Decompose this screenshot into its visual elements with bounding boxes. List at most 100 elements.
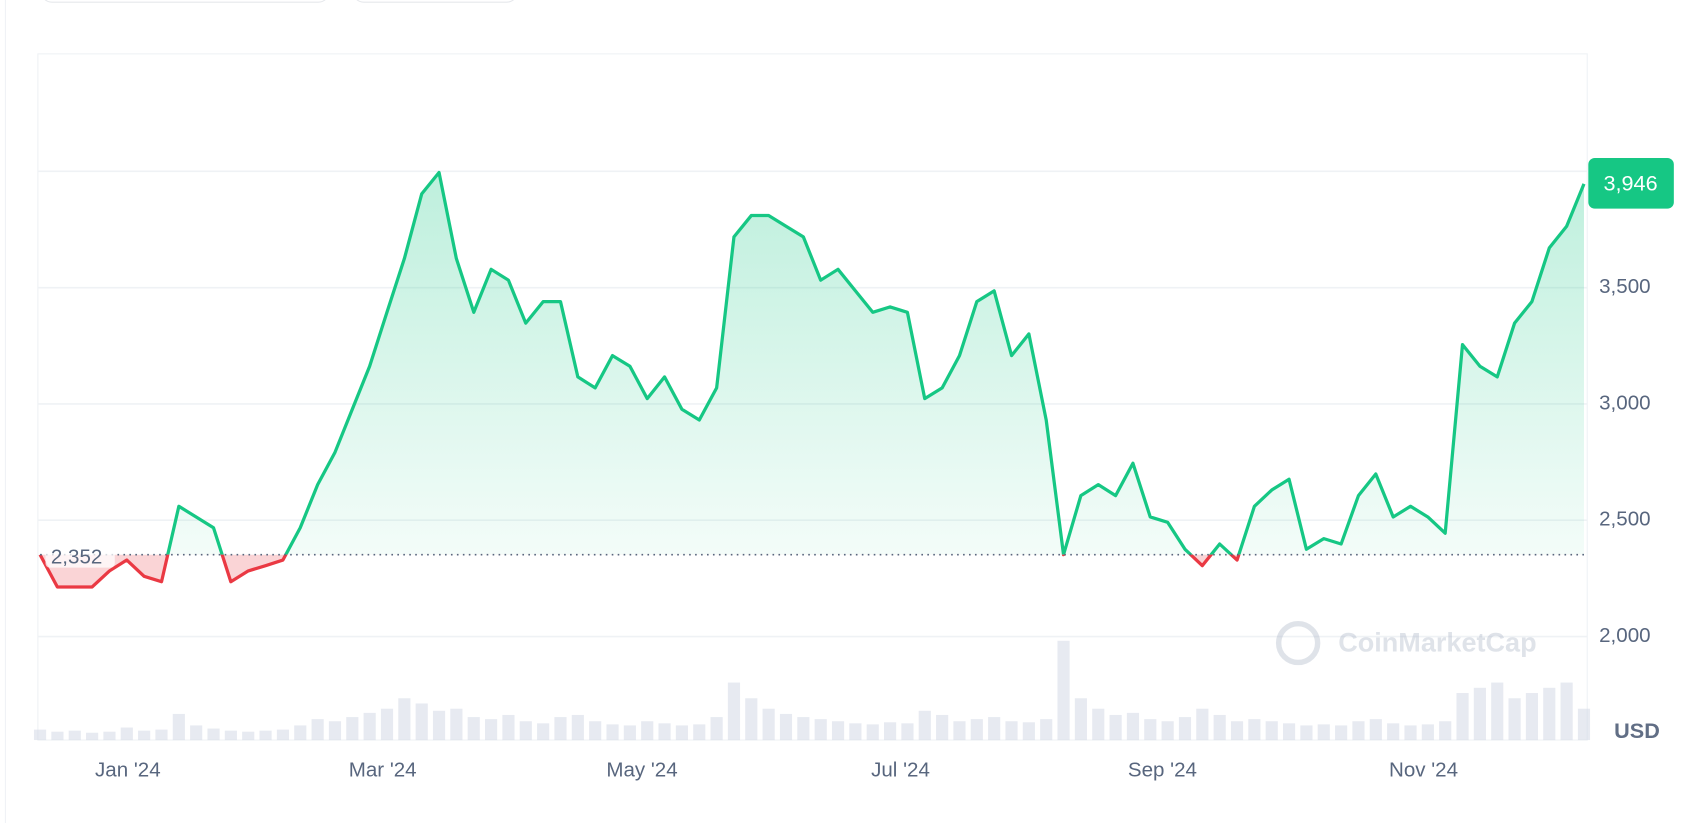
volume-bar (1040, 719, 1053, 741)
volume-bar (866, 724, 879, 741)
x-tick-label: Mar '24 (349, 759, 417, 782)
volume-bar (884, 722, 897, 741)
y-tick-label: 2,000 (1599, 624, 1650, 647)
volume-bar (554, 717, 567, 741)
plot-frame (37, 53, 1588, 741)
last-price-badge (1588, 158, 1674, 209)
volume-bar (51, 731, 64, 741)
volume-bar (398, 698, 411, 741)
toolbar-button[interactable] (41, 0, 329, 3)
volume-bar (1352, 721, 1365, 741)
volume-bar (1057, 640, 1070, 741)
volume-bar (1369, 719, 1382, 741)
volume-bar (519, 721, 532, 741)
volume-bar (1144, 719, 1157, 741)
volume-bar (363, 712, 376, 741)
volume-bar (1178, 717, 1192, 741)
volume-bar (68, 730, 81, 741)
volume-bar (710, 717, 723, 741)
price-line (40, 170, 1586, 555)
volume-bar (606, 724, 619, 741)
area-below-baseline (40, 554, 1239, 587)
baseline-label-bg (45, 539, 115, 568)
volume-bar (172, 713, 185, 741)
volume-bar (658, 723, 671, 741)
last-price-label: 3,946 (1603, 171, 1657, 196)
watermark: CoinMarketCap (1275, 621, 1537, 666)
volume-bar (953, 721, 966, 741)
y-tick-label: 3,000 (1599, 391, 1650, 414)
volume-bar (432, 710, 446, 741)
volume-bar (120, 727, 133, 741)
volume-bar (1543, 687, 1556, 741)
volume-bar (1092, 708, 1105, 741)
volume-bar (1022, 722, 1035, 741)
volume-bar (103, 731, 116, 741)
volume-bar (1456, 693, 1469, 741)
volume-bar (675, 725, 688, 741)
volume-bar (311, 719, 324, 741)
volume-bar (380, 708, 394, 741)
volume-bar (242, 731, 255, 741)
volume-bar (33, 729, 47, 741)
y-tick-label: 2,500 (1599, 508, 1650, 531)
volume-bar (1109, 714, 1122, 741)
volume-bar (779, 713, 793, 741)
volume-bar (571, 714, 584, 741)
volume-bar (1283, 723, 1296, 741)
volume-bar (485, 719, 498, 741)
volume-bar (901, 723, 914, 741)
volume-bar (1161, 721, 1174, 741)
volume-bar (1074, 698, 1087, 741)
volume-bar (831, 721, 845, 741)
volume-bar (502, 714, 515, 741)
volume-bar (259, 730, 272, 741)
volume-bar (1317, 724, 1330, 741)
volume-bar (988, 717, 1001, 741)
volume-bar (1439, 721, 1452, 741)
x-tick-label: Jan '24 (95, 759, 161, 782)
volume-bar (797, 717, 810, 741)
volume-bar (415, 703, 428, 741)
volume-bar (1508, 698, 1521, 741)
volume-bar (207, 728, 220, 741)
volume-bar (138, 730, 151, 741)
volume-bar (1473, 687, 1486, 741)
volume-bar (190, 725, 203, 741)
volume-bar (849, 723, 862, 741)
volume-bar (1525, 693, 1539, 741)
volume-bar (1213, 714, 1226, 741)
volume-bar (936, 714, 949, 741)
volume-bar (155, 729, 168, 741)
volume-bar (814, 719, 827, 741)
volume-bar (693, 724, 706, 741)
volume-bar (1335, 725, 1348, 741)
x-tick-label: May '24 (606, 759, 677, 782)
volume-bar (1265, 721, 1278, 741)
volume-bar (1491, 682, 1504, 741)
volume-bar (918, 710, 931, 741)
volume-bar (1577, 708, 1591, 741)
volume-bar (727, 682, 741, 741)
volume-bar (589, 721, 602, 741)
volume-bar (1126, 712, 1140, 741)
volume-bar (467, 717, 480, 741)
volume-bar (224, 730, 237, 741)
volume-bar (1387, 723, 1400, 741)
volume-bar (970, 719, 983, 741)
volume-bar (1421, 724, 1434, 741)
x-tick-label: Sep '24 (1128, 759, 1197, 782)
volume-bar (641, 721, 654, 741)
x-tick-label: Nov '24 (1389, 759, 1458, 782)
volume-bar (1230, 721, 1244, 741)
volume-bar (1404, 725, 1417, 741)
volume-bar (1248, 719, 1261, 741)
volume-bar (745, 698, 758, 741)
toolbar-button[interactable] (353, 0, 518, 3)
y-tick-label: 3,500 (1599, 275, 1650, 298)
volume-bar (623, 725, 636, 741)
volume-bar (276, 729, 289, 741)
volume-bar (86, 732, 99, 741)
